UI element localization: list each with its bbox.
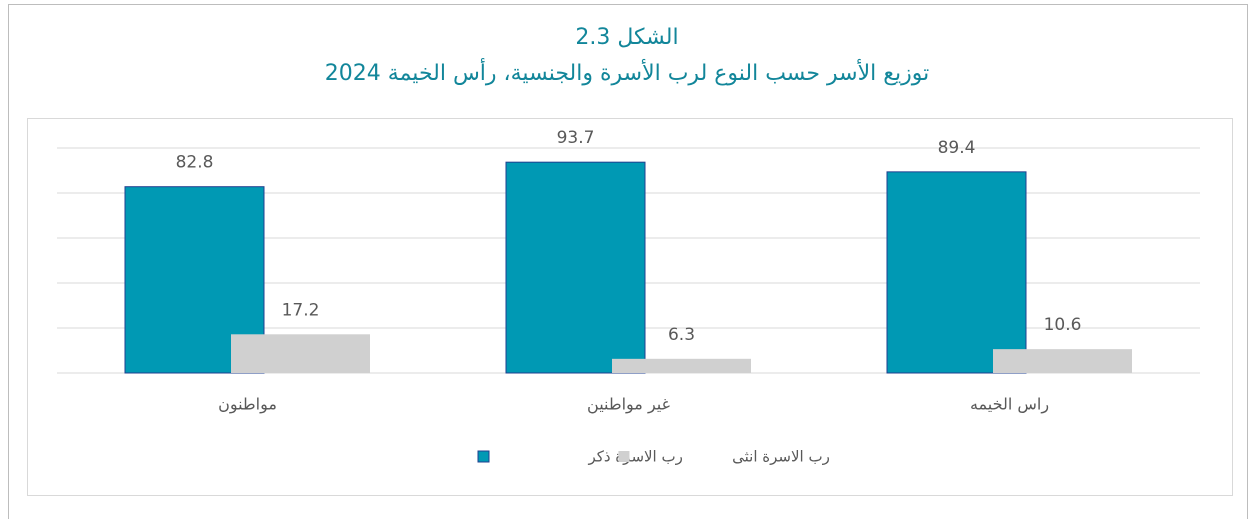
legend-marker — [477, 450, 490, 463]
legend-marker — [618, 451, 630, 462]
bar — [993, 349, 1132, 373]
value-label: 89.4 — [938, 138, 976, 158]
bar — [231, 334, 370, 373]
value-label: 17.2 — [282, 300, 320, 320]
outer-frame — [8, 4, 1248, 519]
legend-label: رب الاسرة ذكر — [587, 448, 682, 466]
chart-subtitle: توزيع الأسر حسب النوع لرب الأسرة والجنسي… — [325, 58, 929, 86]
bar — [612, 358, 751, 373]
chart-title: الشكل 2.3 — [575, 25, 678, 50]
bar — [505, 161, 646, 374]
value-label: 82.8 — [176, 153, 214, 173]
value-label: 10.6 — [1044, 315, 1082, 335]
bar — [886, 171, 1027, 374]
x-tick-label: غير مواطنين — [587, 395, 670, 415]
x-tick-label: مواطنون — [218, 395, 277, 415]
value-label: 6.3 — [668, 325, 695, 345]
x-tick-label: راس الخيمه — [970, 395, 1049, 415]
value-label: 93.7 — [557, 128, 595, 148]
legend-label: رب الاسرة انثى — [732, 448, 830, 466]
